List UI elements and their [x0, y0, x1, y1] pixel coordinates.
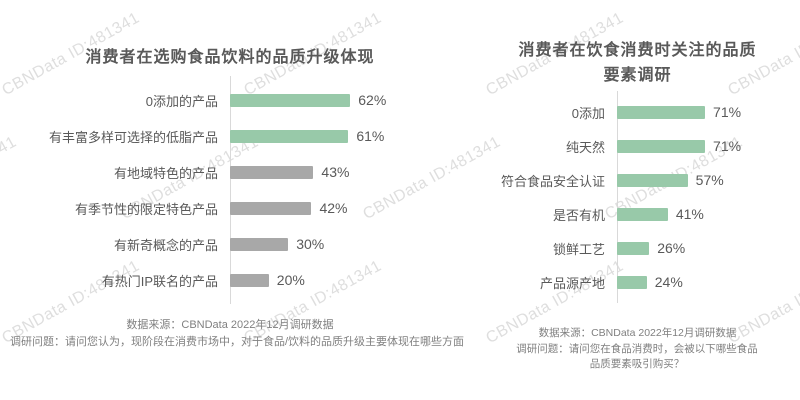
category-label: 产品源产地 — [539, 275, 605, 291]
watermark-text: CBNData ID:481341 — [0, 133, 20, 223]
bar-row: 有季节性的限定特色产品 42% — [20, 190, 440, 226]
bar-row: 符合食品安全认证 57% — [480, 163, 795, 197]
value-label: 61% — [356, 128, 385, 144]
chart-quality-upgrade: 消费者在选购食品饮料的品质升级体现 0添加的产品 62% 有丰富多样可选择的低脂产品… — [10, 45, 464, 385]
category-label: 有丰富多样可选择的低脂产品 — [48, 129, 218, 145]
value-label: 62% — [358, 92, 387, 108]
bar-row: 纯天然 71% — [480, 129, 795, 163]
data-source-note: 数据来源：CBNData 2022年12月调研数据 — [126, 319, 334, 331]
bar-track: 57% — [611, 172, 795, 188]
bar — [617, 275, 647, 289]
bar-row: 0添加 71% — [480, 95, 795, 129]
category-label: 0添加 — [571, 105, 605, 121]
bar-track: 42% — [224, 200, 440, 216]
category-label: 符合食品安全认证 — [500, 173, 605, 189]
category-label: 有地域特色的产品 — [113, 165, 218, 181]
bar-track: 26% — [611, 240, 795, 256]
category-label: 纯天然 — [565, 139, 605, 155]
bar-row: 是否有机 41% — [480, 197, 795, 231]
bar-track: 71% — [611, 138, 795, 154]
bar-rows: 0添加的产品 62% 有丰富多样可选择的低脂产品 61% 有地域特色的产品 43% 有季节性… — [20, 82, 440, 298]
chart-title: 消费者在饮食消费时关注的品质要素调研 — [518, 42, 757, 84]
bar-track: 24% — [611, 274, 795, 290]
value-label: 30% — [296, 236, 325, 252]
value-label: 42% — [319, 200, 348, 216]
y-axis-line — [230, 76, 231, 304]
bar — [617, 139, 706, 153]
chart-quality-factors: 消费者在饮食消费时关注的品质要素调研 0添加 71% 纯天然 71% 符合食品安全认证 5… — [480, 38, 795, 388]
value-label: 43% — [321, 164, 350, 180]
value-label: 71% — [713, 138, 742, 154]
bar-row: 有新奇概念的产品 30% — [20, 226, 440, 262]
category-label: 有新奇概念的产品 — [113, 237, 218, 253]
bar-row: 有地域特色的产品 43% — [20, 154, 440, 190]
survey-question-note: 调研问题：请问您在食品消费时，会被以下哪些食品品质要素吸引购买？ — [516, 343, 758, 370]
chart-title: 消费者在选购食品饮料的品质升级体现 — [85, 49, 375, 66]
bar-row: 0添加的产品 62% — [20, 82, 440, 118]
bar — [230, 165, 314, 179]
bar-track: 30% — [224, 236, 440, 252]
value-label: 26% — [657, 240, 686, 256]
data-source-note: 数据来源：CBNData 2022年12月调研数据 — [538, 327, 737, 339]
bar — [617, 241, 650, 255]
bar-track: 43% — [224, 164, 440, 180]
bar-row: 锁鲜工艺 26% — [480, 231, 795, 265]
category-label: 0添加的产品 — [145, 93, 218, 109]
bar — [230, 93, 351, 107]
bar — [617, 207, 668, 221]
value-label: 20% — [276, 272, 305, 288]
category-label: 有热门IP联名的产品 — [101, 273, 218, 289]
bar — [617, 173, 688, 187]
category-label: 有季节性的限定特色产品 — [74, 201, 218, 217]
bar-rows: 0添加 71% 纯天然 71% 符合食品安全认证 57% 是否有机 41% 锁鲜工艺 26% 产品源… — [480, 95, 795, 299]
bar-row: 产品源产地 24% — [480, 265, 795, 299]
y-axis-line — [617, 91, 618, 303]
value-label: 24% — [654, 274, 683, 290]
bar-row: 有热门IP联名的产品 20% — [20, 262, 440, 298]
value-label: 71% — [713, 104, 742, 120]
bar — [230, 129, 349, 143]
bar-row: 有丰富多样可选择的低脂产品 61% — [20, 118, 440, 154]
category-label: 是否有机 — [552, 207, 605, 223]
value-label: 41% — [675, 206, 704, 222]
bar-track: 62% — [224, 92, 440, 108]
bar — [230, 237, 289, 251]
survey-question-note: 调研问题：请问您认为，现阶段在消费市场中，对于食品/饮料的品质升级主要体现在哪些… — [10, 336, 465, 348]
bar — [617, 105, 706, 119]
category-label: 锁鲜工艺 — [552, 241, 605, 257]
value-label: 57% — [695, 172, 724, 188]
bar-track: 71% — [611, 104, 795, 120]
bar-track: 61% — [224, 128, 440, 144]
bar — [230, 273, 269, 287]
bar-track: 20% — [224, 272, 440, 288]
bar-track: 41% — [611, 206, 795, 222]
bar — [230, 201, 312, 215]
